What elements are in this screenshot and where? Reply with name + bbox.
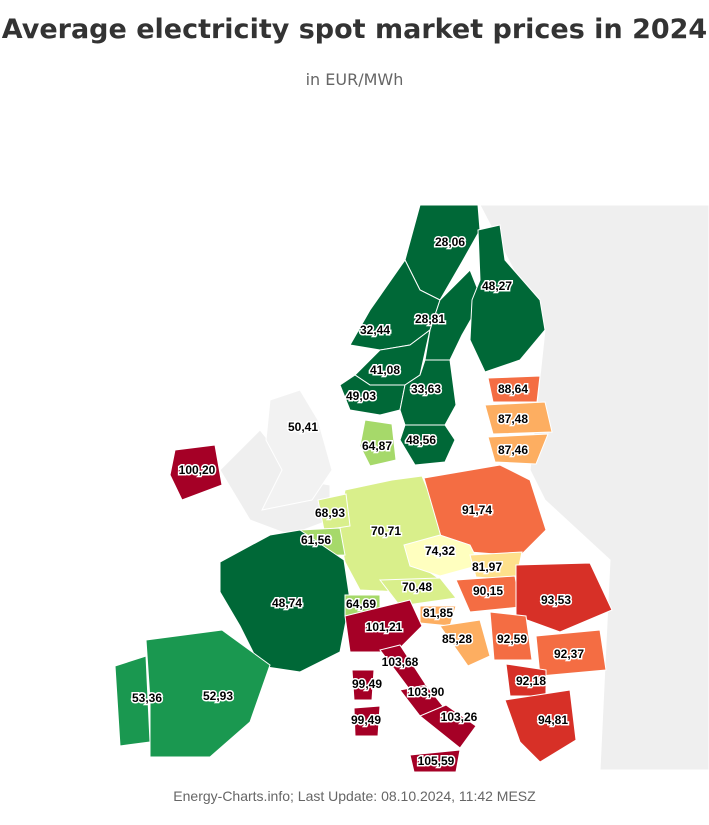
subtitle: in EUR/MWh [305, 70, 404, 89]
region-label: 53,36 [132, 691, 162, 705]
region-label: 41,08 [370, 363, 400, 377]
region-label: 99,49 [352, 677, 382, 691]
region-label: 93,53 [541, 593, 571, 607]
region [424, 269, 483, 361]
region [487, 433, 549, 465]
region [469, 224, 546, 373]
region-label: 101,21 [366, 620, 403, 634]
region-label: 52,93 [203, 689, 233, 703]
region-label: 105,59 [418, 754, 455, 768]
region-label: 92,18 [516, 674, 546, 688]
region-label: 100,20 [179, 463, 216, 477]
region-label: 87,46 [498, 443, 528, 457]
region [344, 599, 423, 653]
region [114, 655, 151, 747]
region-label: 61,56 [301, 533, 331, 547]
region-label: 87,48 [498, 412, 528, 426]
region [439, 619, 491, 667]
region [504, 689, 577, 763]
region [261, 389, 333, 511]
region-label: 81,97 [472, 560, 502, 574]
region [169, 444, 223, 501]
region [353, 705, 381, 737]
region-label: 103,26 [441, 710, 478, 724]
region [484, 401, 553, 435]
footer: Energy-Charts.info; Last Update: 08.10.2… [173, 788, 536, 804]
region [317, 493, 351, 531]
region [351, 669, 375, 701]
region-label: 103,68 [382, 655, 419, 669]
region [409, 749, 461, 773]
region-label: 33,63 [411, 382, 441, 396]
region [219, 529, 351, 673]
region-label: 85,28 [442, 632, 472, 646]
region-label: 48,56 [406, 433, 436, 447]
title: Average electricity spot market prices i… [1, 14, 708, 45]
region-label: 64,69 [346, 597, 376, 611]
region-label: 70,48 [402, 580, 432, 594]
region-labels: 28,06 48,27 32,44 28,81 41,08 33,63 49,03 48,56… [130, 234, 585, 770]
region [145, 629, 271, 758]
region [419, 704, 477, 749]
region-label: 74,32 [425, 544, 455, 558]
region-label: 28,06 [435, 235, 465, 249]
region-label: 28,81 [415, 312, 445, 326]
region-label: 81,85 [423, 606, 453, 620]
region [515, 562, 613, 633]
region [359, 419, 397, 467]
region-label: 68,93 [315, 506, 345, 520]
regions [114, 204, 613, 773]
region [379, 577, 457, 607]
region [399, 424, 456, 466]
region-label: 48,27 [482, 279, 512, 293]
region-label: 48,74 [272, 596, 302, 610]
region-label: 91,74 [462, 503, 492, 517]
region [489, 611, 533, 661]
region-label: 92,59 [497, 632, 527, 646]
region-label: 92,37 [554, 647, 584, 661]
region [535, 629, 607, 677]
region-label: 99,49 [351, 713, 381, 727]
region-label: 90,15 [473, 584, 503, 598]
region-label: 70,71 [371, 524, 401, 538]
region-label: 103,90 [408, 685, 445, 699]
region-label: 50,41 [288, 420, 318, 434]
region-label: 32,44 [360, 323, 390, 337]
region-label: 49,03 [346, 389, 376, 403]
region-label: 94,81 [538, 713, 568, 727]
region-label: 88,64 [498, 382, 528, 396]
region-label: 64,87 [362, 439, 392, 453]
